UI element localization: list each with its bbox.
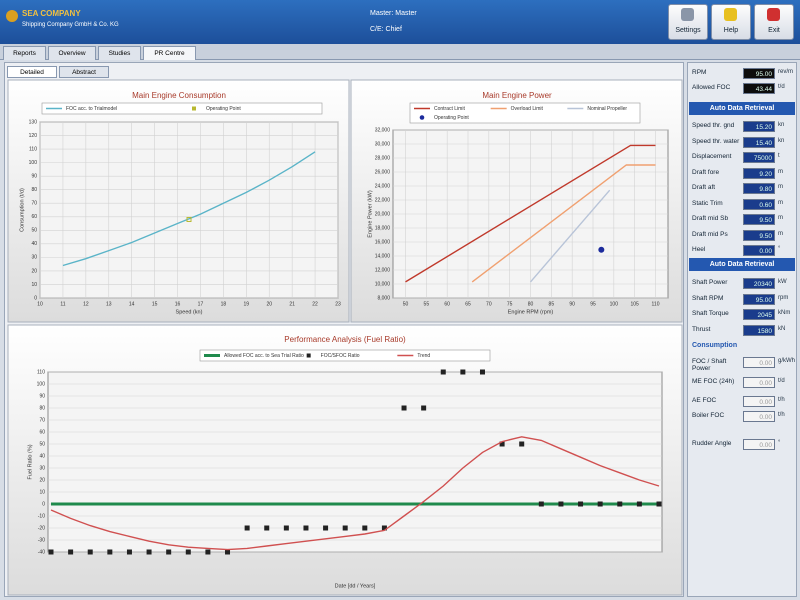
tab[interactable]: Reports bbox=[3, 46, 46, 60]
sub-tab[interactable]: Abstract bbox=[59, 66, 109, 78]
field-value: 95.00 bbox=[743, 293, 775, 305]
button-label[interactable]: Settings bbox=[675, 27, 701, 34]
field-label: Draft fore bbox=[692, 168, 720, 176]
field-value: 43.44 bbox=[743, 83, 775, 94]
field-value: 0.00 bbox=[743, 245, 775, 256]
field-unit: kn bbox=[778, 137, 785, 144]
field-unit: m bbox=[778, 168, 783, 175]
header-bar bbox=[0, 0, 800, 44]
field-unit: g/kWh bbox=[778, 358, 796, 364]
field-unit: kNm bbox=[778, 310, 791, 316]
field-label: AE FOC bbox=[692, 397, 717, 404]
main-area bbox=[4, 62, 684, 597]
field-value: 2045 bbox=[743, 309, 775, 320]
button-icon bbox=[724, 8, 737, 21]
tab[interactable]: PR Centre bbox=[143, 46, 196, 60]
field-value: 9.80 bbox=[743, 183, 775, 194]
toolbar-button[interactable] bbox=[668, 4, 708, 40]
field-label: Speed thr. gnd bbox=[692, 122, 735, 129]
company-subtitle: Shipping Company GmbH & Co. KG bbox=[22, 22, 119, 28]
field-unit: rev/m bbox=[778, 69, 793, 75]
field-value: 20340 bbox=[743, 278, 775, 289]
field-unit: kW bbox=[778, 279, 787, 285]
field-value: 0.00 bbox=[743, 357, 775, 368]
field-value: 75000 bbox=[743, 152, 775, 163]
section-header: Auto Data Retrieval bbox=[689, 102, 795, 115]
field-label: FOC / Shaft Power bbox=[692, 358, 727, 372]
field-unit: m bbox=[778, 230, 783, 237]
field-value: 9.50 bbox=[743, 214, 775, 225]
field-unit: ° bbox=[778, 246, 781, 252]
button-label[interactable]: Help bbox=[723, 27, 739, 34]
section-title: Consumption bbox=[692, 342, 738, 349]
field-unit: kN bbox=[778, 325, 786, 332]
field-label: Rudder Angle bbox=[692, 440, 732, 447]
field-unit: ° bbox=[778, 440, 781, 446]
field-unit: t/d bbox=[778, 84, 785, 90]
field-label: Boiler FOC bbox=[692, 412, 725, 419]
field-value: 0.00 bbox=[743, 377, 775, 388]
tab-strip bbox=[0, 44, 800, 60]
field-value: 9.50 bbox=[743, 229, 775, 241]
field-value: 15.40 bbox=[743, 136, 775, 148]
field-label: Displacement bbox=[692, 153, 732, 160]
field-label: ME FOC (24h) bbox=[692, 378, 735, 385]
button-label[interactable]: Exit bbox=[768, 27, 780, 34]
field-label: Shaft RPM bbox=[692, 294, 724, 302]
button-icon bbox=[767, 8, 780, 21]
field-unit: m bbox=[778, 215, 783, 221]
tab[interactable]: Overview bbox=[48, 46, 96, 60]
toolbar-button[interactable] bbox=[754, 4, 794, 40]
field-value: 15.20 bbox=[743, 121, 775, 132]
field-unit: m bbox=[778, 184, 783, 190]
field-value: 0.60 bbox=[743, 198, 775, 210]
tab[interactable]: Studies bbox=[98, 46, 141, 60]
field-label: Draft aft bbox=[692, 184, 716, 191]
field-unit: t/h bbox=[778, 397, 785, 403]
master-label: Master: Master bbox=[370, 10, 417, 17]
field-value: 9.20 bbox=[743, 167, 775, 179]
field-value: 0.00 bbox=[743, 396, 775, 407]
field-unit: t/d bbox=[778, 378, 785, 384]
field-value: 0.00 bbox=[743, 411, 775, 422]
field-unit: m bbox=[778, 199, 783, 206]
field-unit: t bbox=[778, 153, 780, 159]
field-label: Speed thr. water bbox=[692, 137, 740, 145]
field-unit: t/h bbox=[778, 412, 785, 418]
field-label: Allowed FOC bbox=[692, 84, 731, 91]
field-label: Shaft Torque bbox=[692, 310, 729, 317]
field-label: Shaft Power bbox=[692, 279, 728, 286]
section-header: Auto Data Retrieval bbox=[689, 258, 795, 271]
sub-tab[interactable]: Detailed bbox=[7, 66, 57, 78]
field-value: 95.00 bbox=[743, 68, 775, 79]
field-unit: kn bbox=[778, 122, 785, 128]
field-label: RPM bbox=[692, 69, 707, 76]
field-label: Thrust bbox=[692, 325, 711, 333]
chief-label: C/E: Chief bbox=[370, 26, 402, 33]
field-label: Draft mid Sb bbox=[692, 215, 729, 222]
sidebar bbox=[687, 62, 797, 597]
field-unit: rpm bbox=[778, 294, 789, 301]
button-icon bbox=[681, 8, 694, 21]
field-value: 0.00 bbox=[743, 439, 775, 450]
field-label: Heel bbox=[692, 246, 706, 253]
field-label: Draft mid Ps bbox=[692, 230, 728, 238]
company-name: SEA COMPANY bbox=[22, 9, 81, 18]
logo bbox=[6, 10, 18, 22]
field-label: Static Trim bbox=[692, 199, 723, 207]
field-value: 1580 bbox=[743, 324, 775, 336]
